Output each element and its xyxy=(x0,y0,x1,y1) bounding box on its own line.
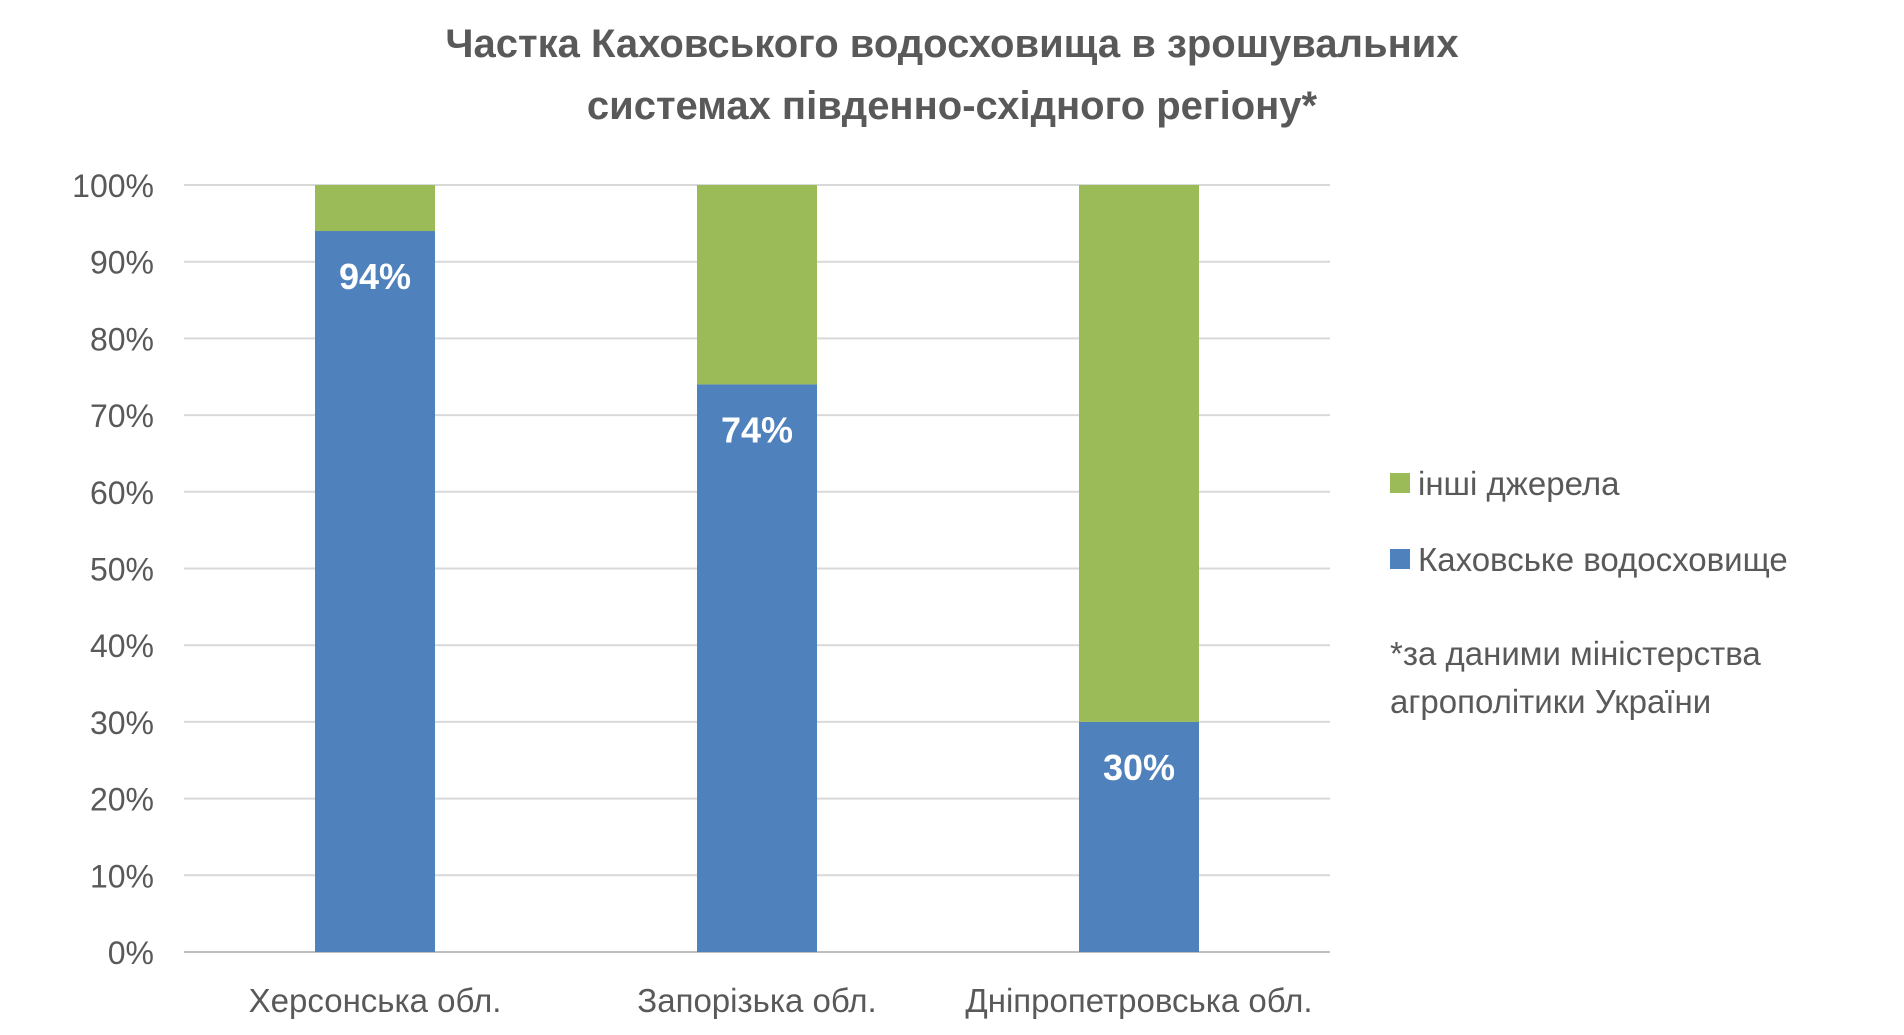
bar-data-label: 94% xyxy=(339,256,411,297)
footnote: *за даними міністерства агрополітики Укр… xyxy=(1390,630,1761,726)
legend-label-other-sources: інші джерела xyxy=(1418,465,1620,502)
bar-segment-kakhovka xyxy=(1079,721,1199,952)
y-tick-label: 50% xyxy=(90,552,154,588)
bar-segment-other-sources xyxy=(1079,185,1199,722)
legend-swatch-other-sources xyxy=(1390,473,1410,494)
legend-swatch-kakhovka xyxy=(1390,549,1410,570)
y-tick-label: 40% xyxy=(90,628,154,664)
bar-data-label: 30% xyxy=(1103,747,1175,788)
y-tick-label: 70% xyxy=(90,398,154,434)
y-tick-label: 20% xyxy=(90,782,154,818)
y-tick-label: 30% xyxy=(90,705,154,741)
y-tick-label: 90% xyxy=(90,245,154,281)
chart-title-line-2: системах південно-східного регіону* xyxy=(586,84,1318,128)
legend-label-kakhovka: Каховське водосховище xyxy=(1418,541,1788,578)
y-tick-label: 10% xyxy=(90,858,154,894)
x-category-label: Запорізька обл. xyxy=(637,982,876,1019)
y-tick-label: 80% xyxy=(90,321,154,357)
bar-segment-kakhovka xyxy=(315,231,435,952)
y-tick-label: 0% xyxy=(108,935,154,971)
bar-segment-other-sources xyxy=(315,185,435,232)
x-category-label: Херсонська обл. xyxy=(249,982,502,1019)
y-tick-label: 100% xyxy=(72,168,154,204)
legend-item-other-sources: інші джерела xyxy=(1390,465,1619,503)
y-tick-label: 60% xyxy=(90,475,154,511)
x-category-label: Дніпропетровська обл. xyxy=(965,982,1312,1019)
footnote-line-2: агрополітики України xyxy=(1390,683,1712,720)
bar-data-label: 74% xyxy=(721,409,793,450)
legend-item-kakhovka: Каховське водосховище xyxy=(1390,541,1788,579)
chart-title-line-1: Частка Каховського водосховища в зрошува… xyxy=(445,22,1459,66)
bar-segment-kakhovka xyxy=(697,384,817,952)
footnote-line-1: *за даними міністерства xyxy=(1390,635,1761,672)
bar-segment-other-sources xyxy=(697,185,817,385)
